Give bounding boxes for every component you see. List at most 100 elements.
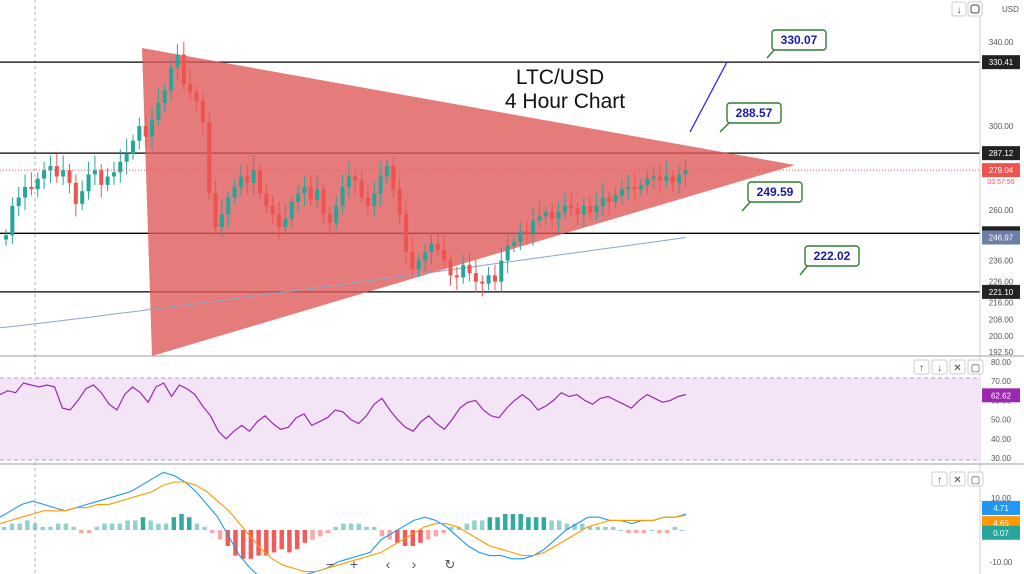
candle <box>670 176 675 183</box>
candle <box>264 193 269 206</box>
candle <box>219 214 224 227</box>
price-axis-badge <box>982 230 1020 245</box>
macd-histogram-bar <box>102 523 107 530</box>
candle <box>277 214 282 227</box>
candle <box>207 121 212 194</box>
arrow-down-icon[interactable] <box>931 359 948 375</box>
macd-histogram-bar <box>341 523 346 530</box>
macd-histogram-bar <box>556 520 562 530</box>
candle <box>619 189 624 196</box>
candle <box>664 176 669 181</box>
arrow-down-icon[interactable] <box>951 1 967 17</box>
bottom-navigation: − + ‹ › ↻ <box>326 556 456 572</box>
macd-histogram-bar <box>649 530 654 531</box>
candle <box>315 189 320 200</box>
candle <box>518 231 523 242</box>
candle <box>677 174 682 183</box>
scroll-right-icon[interactable]: › <box>412 556 417 572</box>
candle <box>10 205 15 236</box>
square-icon[interactable] <box>967 359 984 375</box>
arrow-up-icon[interactable] <box>913 359 930 375</box>
candle <box>524 231 529 234</box>
macd-histogram-bar <box>680 530 685 531</box>
svg-text:↓: ↓ <box>957 5 962 16</box>
close-icon[interactable] <box>949 359 966 375</box>
macd-histogram-bar <box>194 523 200 530</box>
macd-value-label: 4.71 <box>993 504 1009 513</box>
candle <box>61 170 66 177</box>
svg-text:↓: ↓ <box>937 363 942 374</box>
scroll-left-icon[interactable]: ‹ <box>386 556 391 572</box>
countdown-label: 03:57:55 <box>987 179 1014 186</box>
arrow-up-icon[interactable] <box>931 471 948 487</box>
candle <box>613 195 618 202</box>
candle <box>67 170 72 183</box>
macd-histogram-bar <box>379 530 385 537</box>
macd-histogram-bar <box>479 520 485 530</box>
candle <box>588 205 593 213</box>
candle <box>150 119 155 137</box>
svg-text:▢: ▢ <box>971 475 980 486</box>
macd-histogram-bar <box>125 520 130 530</box>
price-axis-label: 192.50 <box>989 348 1014 357</box>
macd-histogram-bar <box>587 526 593 530</box>
reset-icon[interactable]: ↻ <box>445 557 456 572</box>
signal-line <box>0 481 687 573</box>
currency-label: USD <box>1002 5 1019 14</box>
macd-histogram-bar <box>472 520 477 530</box>
candle <box>486 275 491 284</box>
macd-histogram-bar <box>464 523 469 530</box>
macd-histogram-bar <box>117 523 123 530</box>
candle <box>188 84 193 93</box>
candle <box>54 166 59 177</box>
macd-histogram-bar <box>86 530 92 534</box>
candle <box>334 205 339 223</box>
macd-line <box>0 471 687 574</box>
macd-histogram-bar <box>310 530 315 540</box>
candle <box>353 176 358 181</box>
level-callout <box>726 102 782 124</box>
candle <box>543 212 548 217</box>
candle <box>226 197 231 215</box>
macd-histogram-bar <box>610 526 616 530</box>
macd-histogram-bar <box>348 523 354 530</box>
macd-histogram-bar <box>641 530 647 534</box>
zoom-in-icon[interactable]: + <box>350 556 358 572</box>
candle <box>308 187 313 200</box>
candle <box>156 102 161 120</box>
candle <box>365 197 370 206</box>
macd-histogram-bar <box>325 530 331 534</box>
square-icon[interactable] <box>967 1 983 17</box>
macd-histogram-bar <box>672 526 678 530</box>
macd-value-label: 0.07 <box>993 529 1009 538</box>
candle <box>73 182 78 204</box>
square-icon[interactable] <box>967 471 984 487</box>
macd-histogram-bar <box>634 530 639 534</box>
close-icon[interactable] <box>949 471 966 487</box>
macd-histogram-bar <box>395 530 400 543</box>
candle <box>492 275 497 282</box>
price-axis-badge <box>982 284 1020 299</box>
candle <box>467 264 472 274</box>
macd-histogram-bar <box>248 530 254 559</box>
macd-histogram-bar <box>657 530 662 534</box>
price-axis-label: 236.00 <box>989 257 1014 266</box>
macd-histogram-bar <box>371 526 377 530</box>
candle <box>531 220 536 234</box>
macd-histogram-bar <box>9 523 15 530</box>
candle <box>512 241 516 246</box>
macd-axis-label: 10.00 <box>991 494 1012 503</box>
zoom-out-icon[interactable]: − <box>326 556 334 572</box>
macd-histogram-bar <box>40 526 46 530</box>
price-axis-label: 246.97 <box>989 234 1014 243</box>
macd-histogram-bar <box>240 530 246 559</box>
trend-line <box>689 61 728 133</box>
candle <box>385 166 389 177</box>
candle <box>435 243 440 251</box>
candle <box>499 260 504 282</box>
price-axis-label: 287.12 <box>989 149 1014 158</box>
rsi-axis-label: 70.00 <box>991 377 1012 386</box>
macd-histogram-bar <box>94 526 99 530</box>
symmetrical-triangle <box>142 48 795 356</box>
macd-pane: 10.000.00-10.004.714.650.07 ↑✕▢ <box>0 471 1020 574</box>
